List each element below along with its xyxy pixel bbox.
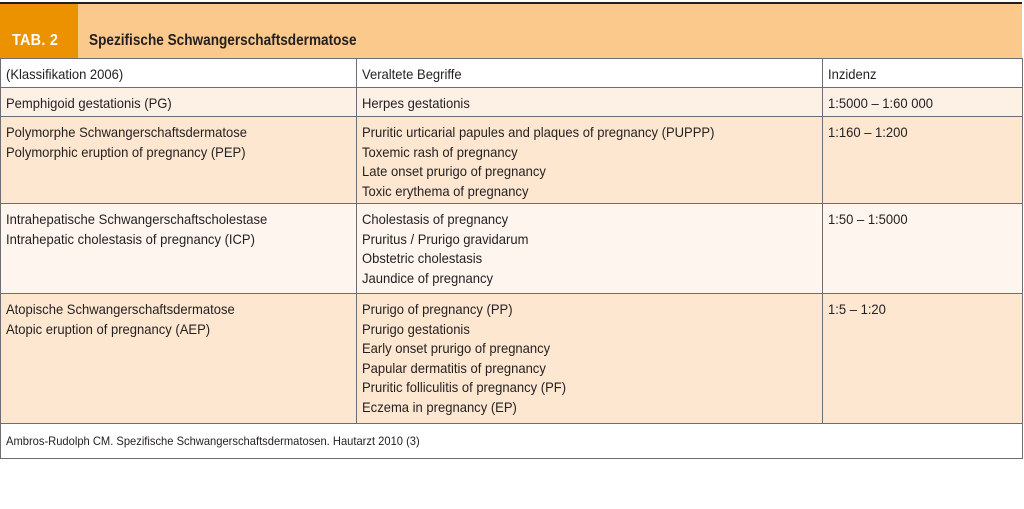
- column-header: Veraltete Begriffe: [356, 58, 823, 88]
- cell-line: Prurigo gestationis: [362, 320, 470, 337]
- cell-line: Toxemic rash of pregnancy: [362, 143, 518, 160]
- incidence-cell: 1:160 – 1:200: [822, 116, 1023, 204]
- cell-line: Intrahepatische Schwangerschaftscholesta…: [6, 211, 268, 227]
- incidence-cell: 1:50 – 1:5000: [822, 203, 1023, 294]
- table-label: TAB. 2: [12, 32, 59, 49]
- cell-line: Pruritic folliculitis of pregnancy (PF): [362, 379, 567, 396]
- cell-line: Polymorphic eruption of pregnancy (PEP): [6, 143, 246, 160]
- column-header-row: (Klassifikation 2006) Veraltete Begriffe…: [0, 58, 1023, 88]
- incidence-cell: 1:5 – 1:20: [822, 293, 1023, 424]
- incidence-cell: 1:5000 – 1:60 000: [822, 87, 1023, 117]
- cell-line: Eczema in pregnancy (EP): [362, 398, 517, 415]
- column-header: (Klassifikation 2006): [0, 58, 357, 88]
- classification-cell: Polymorphe Schwangerschaftsdermatose Pol…: [0, 116, 357, 204]
- table-label-box: TAB. 2: [0, 4, 78, 58]
- header-text: Inzidenz: [828, 66, 877, 82]
- source-text: Ambros-Rudolph CM. Spezifische Schwanger…: [6, 434, 420, 448]
- cell-line: 1:5000 – 1:60 000: [828, 95, 933, 111]
- old-terms-cell: Herpes gestationis: [356, 87, 823, 117]
- table-row: Polymorphe Schwangerschaftsdermatose Pol…: [0, 116, 1023, 204]
- classification-cell: Atopische Schwangerschaftsdermatose Atop…: [0, 293, 357, 424]
- header-text: Veraltete Begriffe: [362, 66, 462, 82]
- source-citation: Ambros-Rudolph CM. Spezifische Schwanger…: [0, 423, 1023, 459]
- table-row: Atopische Schwangerschaftsdermatose Atop…: [0, 293, 1023, 424]
- cell-line: Papular dermatitis of pregnancy: [362, 359, 546, 376]
- cell-line: Prurigo of pregnancy (PP): [362, 301, 513, 317]
- table-row: Pemphigoid gestationis (PG) Herpes gesta…: [0, 87, 1023, 117]
- table-header-band: TAB. 2 Spezifische Schwangerschaftsderma…: [0, 4, 1022, 58]
- old-terms-cell: Prurigo of pregnancy (PP) Prurigo gestat…: [356, 293, 823, 424]
- cell-line: Atopic eruption of pregnancy (AEP): [6, 320, 211, 337]
- cell-line: 1:5 – 1:20: [828, 301, 886, 317]
- table-row: Intrahepatische Schwangerschaftscholesta…: [0, 203, 1023, 294]
- cell-line: Toxic erythema of pregnancy: [362, 182, 529, 199]
- cell-line: Early onset prurigo of pregnancy: [362, 340, 551, 357]
- column-header: Inzidenz: [822, 58, 1023, 88]
- top-rule: [0, 2, 1022, 4]
- cell-line: Late onset prurigo of pregnancy: [362, 163, 546, 180]
- classification-cell: Pemphigoid gestationis (PG): [0, 87, 357, 117]
- old-terms-cell: Pruritic urticarial papules and plaques …: [356, 116, 823, 204]
- cell-line: Intrahepatic cholestasis of pregnancy (I…: [6, 230, 255, 247]
- cell-line: Atopische Schwangerschaftsdermatose: [6, 301, 235, 317]
- table-title: Spezifische Schwangerschaftsdermatose: [89, 32, 357, 49]
- source-row: Ambros-Rudolph CM. Spezifische Schwanger…: [0, 423, 1023, 459]
- cell-line: Polymorphe Schwangerschaftsdermatose: [6, 124, 248, 140]
- old-terms-cell: Cholestasis of pregnancy Pruritus / Prur…: [356, 203, 823, 294]
- cell-line: Pemphigoid gestationis (PG): [6, 95, 172, 111]
- dermatoses-table: (Klassifikation 2006) Veraltete Begriffe…: [0, 58, 1023, 459]
- cell-line: Obstetric cholestasis: [362, 250, 483, 267]
- cell-line: 1:160 – 1:200: [828, 124, 908, 140]
- cell-line: Cholestasis of pregnancy: [362, 211, 509, 227]
- header-text: (Klassifikation 2006): [6, 66, 124, 82]
- cell-line: Jaundice of pregnancy: [362, 269, 494, 286]
- cell-line: 1:50 – 1:5000: [828, 211, 908, 227]
- cell-line: Pruritus / Prurigo gravidarum: [362, 230, 529, 247]
- classification-cell: Intrahepatische Schwangerschaftscholesta…: [0, 203, 357, 294]
- cell-line: Herpes gestationis: [362, 95, 470, 111]
- cell-line: Pruritic urticarial papules and plaques …: [362, 124, 715, 140]
